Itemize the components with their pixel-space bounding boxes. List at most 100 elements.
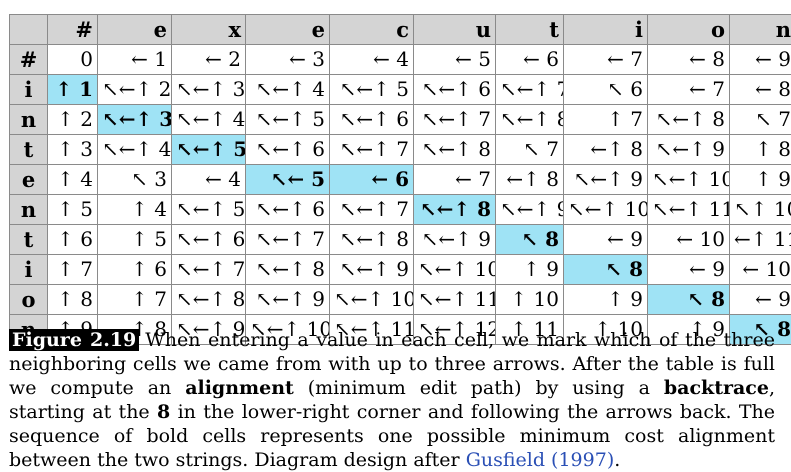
- table-cell: ↖ 6: [564, 75, 648, 105]
- table-cell: ↖←↑ 6: [172, 225, 246, 255]
- table-cell: ↑ 8: [730, 135, 791, 165]
- column-header: t: [496, 15, 564, 45]
- caption-keyword-eight: 8: [157, 401, 170, 423]
- column-header: e: [246, 15, 330, 45]
- table-cell: ↖←↑ 8: [330, 225, 414, 255]
- table-cell: ↖←↑ 9: [330, 255, 414, 285]
- table-cell: ↖↑ 10: [730, 195, 791, 225]
- table-cell: ↖←↑ 6: [246, 135, 330, 165]
- table-cell: ↖←↑ 7: [330, 195, 414, 225]
- caption-keyword-backtrace: backtrace: [664, 377, 769, 399]
- table-row: i↑ 7↑ 6↖←↑ 7↖←↑ 8↖←↑ 9↖←↑ 10↑ 9↖ 8← 9← 1…: [10, 255, 791, 285]
- table-cell: 0: [48, 45, 98, 75]
- table-row: #0← 1← 2← 3← 4← 5← 6← 7← 8← 9: [10, 45, 791, 75]
- table-cell: ← 6: [496, 45, 564, 75]
- table-corner: [10, 15, 48, 45]
- table-cell: ↑ 2: [48, 105, 98, 135]
- alignment-path-cell: ↖ 8: [496, 225, 564, 255]
- table-cell: ↖ 3: [98, 165, 172, 195]
- table-cell: ← 8: [730, 75, 791, 105]
- table-cell: ← 7: [564, 45, 648, 75]
- table-cell: ↖←↑ 5: [172, 195, 246, 225]
- table-cell: ← 10: [648, 225, 730, 255]
- caption-text-5: .: [614, 449, 620, 471]
- table-cell: ↖←↑ 7: [246, 225, 330, 255]
- alignment-path-cell: ↑ 1: [48, 75, 98, 105]
- table-cell: ↖←↑ 11: [648, 195, 730, 225]
- alignment-path-cell: ↖← 5: [246, 165, 330, 195]
- table-cell: ← 7: [414, 165, 496, 195]
- table-cell: ← 4: [172, 165, 246, 195]
- table-cell: ↑ 3: [48, 135, 98, 165]
- column-header: #: [48, 15, 98, 45]
- table-cell: ← 5: [414, 45, 496, 75]
- row-header: o: [10, 285, 48, 315]
- table-row: t↑ 6↑ 5↖←↑ 6↖←↑ 7↖←↑ 8↖←↑ 9↖ 8← 9← 10←↑ …: [10, 225, 791, 255]
- table-row: e↑ 4↖ 3← 4↖← 5← 6← 7←↑ 8↖←↑ 9↖←↑ 10↑ 9: [10, 165, 791, 195]
- table-cell: ↖←↑ 9: [648, 135, 730, 165]
- table-cell: ↖←↑ 6: [330, 105, 414, 135]
- table-cell: ↖←↑ 10: [564, 195, 648, 225]
- table-cell: ↖←↑ 8: [496, 105, 564, 135]
- row-header: #: [10, 45, 48, 75]
- table-cell: ↖←↑ 7: [330, 135, 414, 165]
- table-row: t↑ 3↖←↑ 4↖←↑ 5↖←↑ 6↖←↑ 7↖←↑ 8↖ 7←↑ 8↖←↑ …: [10, 135, 791, 165]
- row-header: n: [10, 195, 48, 225]
- table-row: o↑ 8↑ 7↖←↑ 8↖←↑ 9↖←↑ 10↖←↑ 11↑ 10↑ 9↖ 8←…: [10, 285, 791, 315]
- table-cell: ↑ 10: [496, 285, 564, 315]
- table-cell: ↖←↑ 7: [414, 105, 496, 135]
- table-cell: ← 7: [648, 75, 730, 105]
- table-cell: ↖←↑ 9: [246, 285, 330, 315]
- table-cell: ← 4: [330, 45, 414, 75]
- table-cell: ↑ 7: [564, 105, 648, 135]
- table-cell: ←↑ 11: [730, 225, 791, 255]
- figure-label: Figure 2.19: [9, 329, 139, 351]
- column-header: n: [730, 15, 791, 45]
- table-cell: ↖←↑ 5: [246, 105, 330, 135]
- table-cell: ↑ 6: [98, 255, 172, 285]
- table-cell: ↖←↑ 5: [330, 75, 414, 105]
- table-cell: ↖←↑ 4: [246, 75, 330, 105]
- table-cell: ↖←↑ 7: [496, 75, 564, 105]
- table-cell: ← 9: [730, 285, 791, 315]
- table-cell: ↖←↑ 7: [172, 255, 246, 285]
- table-cell: ↑ 5: [98, 225, 172, 255]
- column-header: o: [648, 15, 730, 45]
- row-header: i: [10, 75, 48, 105]
- table-cell: ↖ 7: [496, 135, 564, 165]
- table-cell: ↖←↑ 10: [414, 255, 496, 285]
- table-cell: ↑ 9: [496, 255, 564, 285]
- table-cell: ← 9: [648, 255, 730, 285]
- table-cell: ↑ 4: [48, 165, 98, 195]
- table-cell: ↖ 7: [730, 105, 791, 135]
- citation-link[interactable]: Gusfield (1997): [466, 449, 615, 471]
- table-cell: ↑ 7: [98, 285, 172, 315]
- table-cell: ↖←↑ 8: [246, 255, 330, 285]
- column-header: e: [98, 15, 172, 45]
- table-cell: ↑ 4: [98, 195, 172, 225]
- table-cell: ↖←↑ 9: [564, 165, 648, 195]
- table-cell: ↖←↑ 9: [496, 195, 564, 225]
- table-cell: ↑ 9: [564, 285, 648, 315]
- table-cell: ↖←↑ 2: [98, 75, 172, 105]
- table-cell: ↖←↑ 10: [330, 285, 414, 315]
- table-cell: ↖←↑ 4: [172, 105, 246, 135]
- alignment-path-cell: ↖ 8: [564, 255, 648, 285]
- table-cell: ← 3: [246, 45, 330, 75]
- table-cell: ↖←↑ 10: [648, 165, 730, 195]
- column-header: x: [172, 15, 246, 45]
- table-cell: ← 1: [98, 45, 172, 75]
- table-cell: ↖←↑ 6: [414, 75, 496, 105]
- table-row: i↑ 1↖←↑ 2↖←↑ 3↖←↑ 4↖←↑ 5↖←↑ 6↖←↑ 7↖ 6← 7…: [10, 75, 791, 105]
- table-cell: ↖←↑ 4: [98, 135, 172, 165]
- table-cell: ↖←↑ 3: [172, 75, 246, 105]
- alignment-path-cell: ↖←↑ 5: [172, 135, 246, 165]
- alignment-path-cell: ← 6: [330, 165, 414, 195]
- table-cell: ↑ 6: [48, 225, 98, 255]
- table-cell: ↑ 9: [730, 165, 791, 195]
- table-row: n↑ 5↑ 4↖←↑ 5↖←↑ 6↖←↑ 7↖←↑ 8↖←↑ 9↖←↑ 10↖←…: [10, 195, 791, 225]
